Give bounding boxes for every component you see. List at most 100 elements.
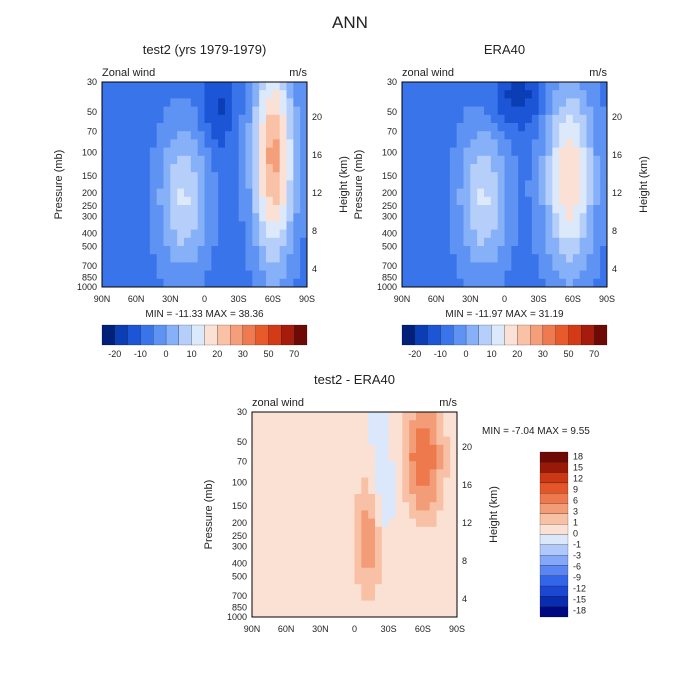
heatmap-cell xyxy=(272,172,281,181)
heatmap-cell xyxy=(190,106,199,116)
heatmap-cell xyxy=(259,213,267,222)
heatmap-cell xyxy=(340,576,349,585)
heatmap-cell xyxy=(293,576,301,585)
heatmap-cell xyxy=(231,172,240,181)
heatmap-cell xyxy=(340,526,349,536)
heatmap-cell xyxy=(286,155,294,165)
heatmap-cell xyxy=(272,551,280,561)
heatmap-cell xyxy=(259,180,267,190)
heatmap-cell xyxy=(279,567,287,577)
heatmap-cell xyxy=(429,444,437,454)
heatmap-cell xyxy=(408,254,417,263)
heatmap-cell xyxy=(456,139,464,149)
heatmap-cell xyxy=(518,139,526,149)
heatmap-cell xyxy=(408,221,417,231)
y-label: Pressure (mb) xyxy=(53,150,65,220)
heatmap-cell xyxy=(197,139,205,149)
heatmap-cell xyxy=(545,270,553,280)
heatmap-cell xyxy=(340,592,349,602)
heatmap-cell xyxy=(272,592,280,602)
heatmap-cell xyxy=(184,180,192,190)
heatmap-cell xyxy=(579,155,587,165)
cb-swatch xyxy=(401,324,415,346)
heatmap-cell xyxy=(279,526,287,536)
heatmap-cell xyxy=(286,428,294,438)
heatmap-cell xyxy=(552,82,560,91)
heatmap-cell xyxy=(511,90,519,99)
heatmap-cell xyxy=(225,164,233,173)
heatmap-cell xyxy=(600,147,608,157)
heatmap-cell xyxy=(490,188,499,198)
heatmap-cell xyxy=(450,592,458,602)
heatmap-cell xyxy=(395,469,403,479)
heatmap-cell xyxy=(238,82,246,91)
heatmap-cell xyxy=(190,90,199,99)
heatmap-cell xyxy=(231,278,240,288)
heatmap-cell xyxy=(299,526,308,536)
heatmap-cell xyxy=(511,188,519,198)
heatmap-cell xyxy=(463,114,471,124)
y-tick: 700 xyxy=(382,261,397,271)
heatmap-cell xyxy=(586,213,594,222)
cb-swatch xyxy=(555,324,569,346)
heatmap-cell xyxy=(300,106,308,116)
heatmap-cell xyxy=(477,139,485,149)
heatmap-cell xyxy=(497,82,505,91)
heatmap-cell xyxy=(245,180,253,190)
cb-label: 0 xyxy=(573,529,578,539)
heatmap-cell xyxy=(204,98,212,108)
heatmap-cell xyxy=(361,576,369,585)
heatmap-cell xyxy=(436,147,444,157)
heatmap-cell xyxy=(286,469,294,479)
heatmap-cell xyxy=(299,510,308,520)
cb-swatch xyxy=(542,324,556,346)
heatmap-cell xyxy=(204,262,212,272)
heatmap-cell xyxy=(300,254,308,263)
heatmap-cell xyxy=(449,172,458,181)
heatmap-cell xyxy=(429,485,437,495)
heatmap-cell xyxy=(238,246,246,255)
heatmap-cell xyxy=(252,535,260,544)
y-tick: 150 xyxy=(232,501,247,511)
heatmap-cell xyxy=(225,270,233,280)
heatmap-cell xyxy=(429,123,437,132)
heatmap-cell xyxy=(409,559,417,569)
heatmap-cell xyxy=(429,90,437,99)
cb-swatch xyxy=(504,324,518,346)
heatmap-cell xyxy=(286,526,294,536)
cb-swatch xyxy=(539,482,569,494)
heatmap-cell xyxy=(429,559,437,569)
heatmap-cell xyxy=(136,205,144,214)
heatmap-cell xyxy=(265,608,273,618)
heatmap-cell xyxy=(265,469,273,479)
heatmap-cell xyxy=(354,600,362,610)
heatmap-cell xyxy=(204,246,212,255)
heatmap-cell xyxy=(300,90,308,99)
heatmap-cell xyxy=(422,205,430,214)
heatmap-cell xyxy=(572,278,581,288)
heatmap-cell xyxy=(252,205,260,214)
heatmap-cell xyxy=(388,485,396,495)
heatmap-cell xyxy=(272,254,281,263)
heatmap-cell xyxy=(149,262,158,272)
heatmap-cell xyxy=(381,551,390,561)
heatmap-cell xyxy=(143,98,151,108)
heatmap-cell xyxy=(293,270,301,280)
heatmap-cell xyxy=(272,90,281,99)
heatmap-cell xyxy=(327,551,335,561)
heatmap-cell xyxy=(293,254,301,263)
heatmap-cell xyxy=(422,106,430,116)
heatmap-cell xyxy=(429,543,437,552)
heatmap-cell xyxy=(306,576,314,585)
heatmap-cell xyxy=(484,213,492,222)
heatmap-cell xyxy=(579,262,587,272)
heatmap-cell xyxy=(265,551,273,561)
cb-label: -6 xyxy=(573,562,581,572)
heatmap-cell xyxy=(197,221,205,231)
heatmap-cell xyxy=(354,444,362,454)
heatmap-cell xyxy=(593,114,601,124)
heatmap-cell xyxy=(429,180,437,190)
panel-test2: test2 (yrs 1979-1979)Zonal wind m/sPressu… xyxy=(53,42,350,359)
